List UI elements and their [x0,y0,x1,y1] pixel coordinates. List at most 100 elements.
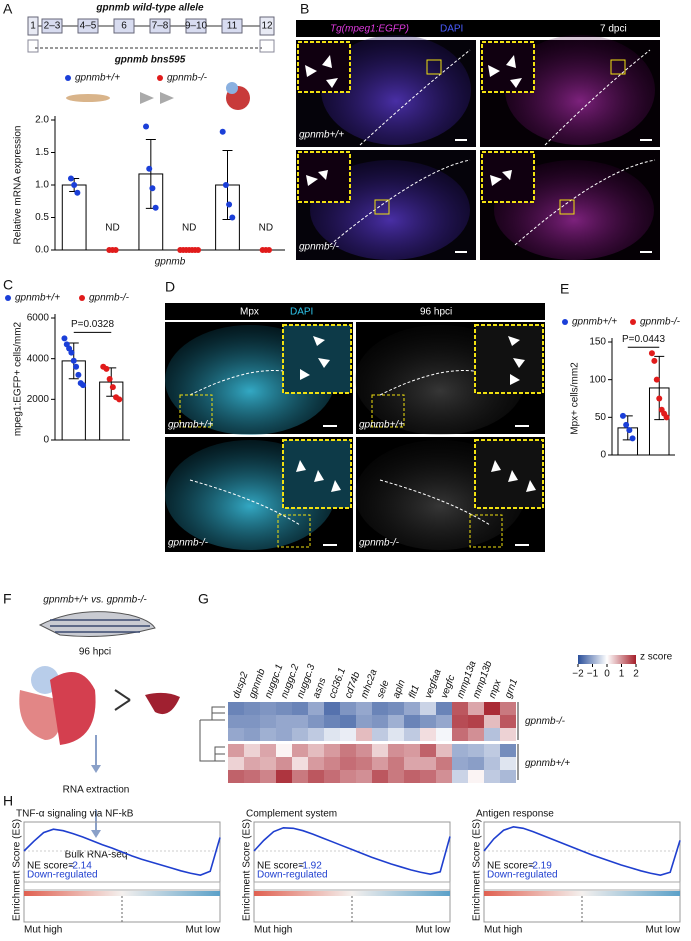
heatmap-cell [308,715,324,728]
heatmap-cell [244,728,260,741]
roi [179,394,213,428]
heatmap-cell [260,702,276,715]
heatmap-cell [452,744,468,757]
rank-strip [254,891,450,896]
data-point [152,204,159,211]
exon [221,18,243,34]
exon-label: 11 [227,21,238,32]
fish-icon [66,94,110,102]
direction-label: Down-regulated [257,870,328,881]
heatmap-cell [356,728,372,741]
heatmap-cell [404,702,420,715]
heatmap-cell [276,702,292,715]
legend-marker [157,75,163,81]
data-point [648,350,655,357]
ne-score: -2.14 [69,861,92,872]
data-point [651,357,658,364]
ne-score-label: NE score= [257,861,304,872]
heatmap-cell [484,715,500,728]
heatmap-cell [324,702,340,715]
heatmap-cell [420,715,436,728]
panel-d-images: Mpx DAPI 96 hpci gpnmb+/+ gpnmb+/+ gpnmb… [165,303,545,552]
step-label: RNA extraction [63,785,130,796]
x-start-label: Mut high [254,925,292,936]
data-point [74,189,81,196]
roi [559,199,575,215]
heatmap-cell [260,770,276,783]
chart-title: TNF-α signaling via NF-kB [16,809,134,820]
heatmap-cell [404,715,420,728]
y-tick-label: 2.0 [35,115,49,126]
hit-strip [23,881,221,891]
exon-label: 2–3 [44,21,61,32]
heatmap-cell [468,757,484,770]
rank-strip [24,891,220,896]
value-label: ND [105,223,119,234]
heatmap-cell [244,744,260,757]
genotype-label: gpnmb+/+ [299,130,344,141]
heatmap-cell [388,715,404,728]
chart-title: Complement system [246,809,337,820]
heatmap-cell [340,702,356,715]
heatmap-cell [228,715,244,728]
heatmap-cell [436,770,452,783]
data-point [626,427,633,434]
colorbar-tick-label: −2 [572,669,584,680]
hit-strip [253,881,451,891]
panel-label: D [165,279,175,295]
data-point [70,357,77,364]
zebrafish-icon [38,611,156,637]
annotation: P=0.0443 [622,334,666,345]
legend-marker [630,319,636,325]
heatmap-cell [468,715,484,728]
heatmap-cell [292,757,308,770]
colorbar-tick-label: 0 [604,669,610,680]
legend-label: gpnmb+/+ [75,73,120,84]
heatmap-cell [388,757,404,770]
heatmap-cell [420,770,436,783]
rank-strip [484,891,680,896]
exon [259,39,275,53]
channel-label: DAPI [440,24,463,35]
heatmap-cell [292,702,308,715]
arrowheads [296,336,536,492]
y-axis-label: Enrichment Score (ES) [12,819,23,921]
heatmap-cell [388,770,404,783]
exon [27,16,39,36]
heatmap-cell [228,770,244,783]
y-tick-label: 100 [589,374,606,385]
data-point [229,214,236,221]
heatmap-cell [468,728,484,741]
channel-label: Tg(mpeg1:EGFP) [330,24,409,35]
colorbar-tick-label: −1 [587,669,599,680]
genotype-label: gpnmb+/+ [168,420,213,431]
x-axis-label: gpnmb [155,257,186,268]
value-label: ND [259,223,273,234]
atrium-icon [226,82,238,94]
panel-label: G [198,591,209,607]
panel-label: A [3,1,13,17]
panel-label: C [3,277,13,293]
genotype-label: gpnmb-/- [299,242,340,253]
data-point [68,349,75,356]
ne-score: -2.19 [529,861,552,872]
heatmap-cell [340,757,356,770]
heatmap-cell [500,702,516,715]
column-label: sele [375,679,392,700]
heatmap-cell [292,715,308,728]
genotype-label: gpnmb-/- [168,538,209,549]
annotation: P=0.0328 [71,319,115,330]
data-point [73,363,80,370]
dendrogram [199,706,225,762]
heatmap-cell [484,702,500,715]
heatmap-cell [372,728,388,741]
heatmap-cell [372,702,388,715]
heatmap-cell [452,757,468,770]
heatmap-cell [340,770,356,783]
heatmap-cell [228,728,244,741]
colorbar [578,655,636,664]
heatmap-cell [468,770,484,783]
heatmap-cell [308,702,324,715]
data-point [146,165,153,172]
heatmap-cell [324,744,340,757]
